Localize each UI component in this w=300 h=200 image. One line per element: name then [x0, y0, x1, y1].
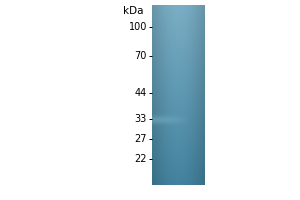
Text: 22: 22 [134, 154, 147, 164]
Text: 33: 33 [135, 114, 147, 124]
Text: 100: 100 [129, 22, 147, 32]
Text: 44: 44 [135, 88, 147, 98]
Text: kDa: kDa [124, 6, 144, 16]
Text: 27: 27 [134, 134, 147, 144]
Text: 70: 70 [135, 51, 147, 61]
